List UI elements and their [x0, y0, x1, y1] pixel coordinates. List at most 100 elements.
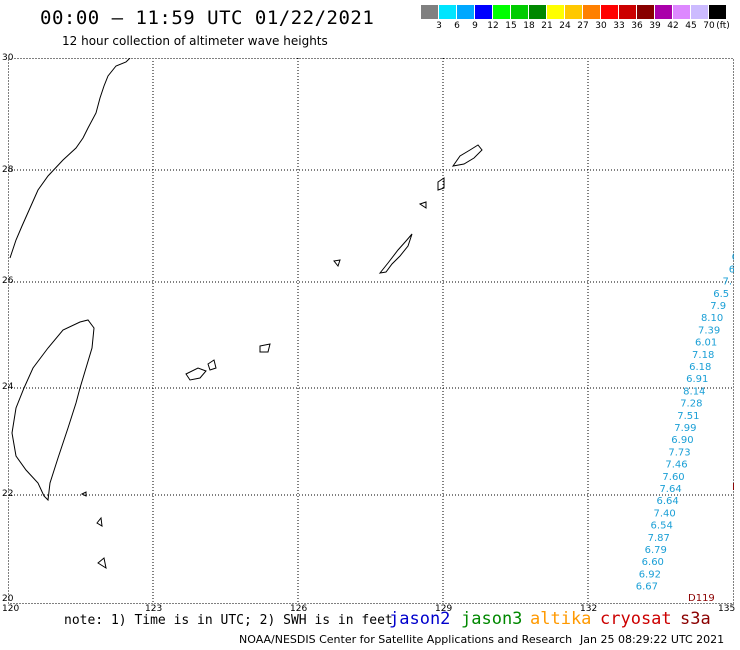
lat-label: 20	[2, 594, 14, 604]
scale-swatch	[583, 5, 601, 19]
scale-swatch	[655, 5, 673, 19]
wave-height-value: 7.	[723, 277, 733, 288]
lat-label: 30	[2, 53, 14, 63]
small-island-1	[97, 557, 107, 570]
legend-cryosat: cryosat	[600, 609, 672, 629]
scale-swatch	[421, 5, 439, 19]
scale-swatch	[565, 5, 583, 19]
scale-swatch	[673, 5, 691, 19]
amami-island	[451, 144, 483, 167]
scale-swatch	[637, 5, 655, 19]
scale-tick-label: 15	[505, 21, 517, 31]
legend-jason2: jason2	[389, 609, 451, 629]
small-island-2	[96, 516, 103, 527]
lon-label: 135	[718, 604, 736, 614]
miyako-island	[259, 343, 271, 353]
small-island-5	[80, 491, 87, 497]
wave-height-value: 7.46	[665, 460, 687, 471]
scale-tick-label: 6	[454, 21, 460, 31]
lat-label: 24	[2, 382, 14, 392]
scale-tick-label: 9	[472, 21, 478, 31]
map-subtitle: 12 hour collection of altimeter wave hei…	[62, 34, 328, 48]
wave-height-value: 7.39	[698, 325, 720, 336]
wave-height-value: 6	[732, 252, 734, 263]
altimeter-track: 6667.6.57.98.107.396.017.186.186.918.147…	[636, 252, 734, 604]
note-text: note: 1) Time is in UTC; 2) SWH is in fe…	[64, 613, 393, 628]
map-frame	[8, 58, 734, 604]
lon-label: 123	[145, 604, 163, 614]
wave-height-value: 8.10	[701, 313, 723, 324]
scale-swatch	[547, 5, 565, 19]
lat-label: 28	[2, 165, 14, 175]
scale-tick-label: 42	[667, 21, 679, 31]
taiwan-coast	[11, 319, 95, 502]
wave-height-value: 7.60	[662, 472, 684, 483]
wave-height-value: 6.91	[686, 374, 708, 385]
wave-height-value: 6	[729, 264, 734, 275]
scale-tick-label: 27	[577, 21, 589, 31]
color-scale-bar	[421, 5, 728, 19]
china-coast	[9, 58, 131, 259]
scale-unit-label: (ft)	[716, 21, 730, 31]
wave-height-value: 6.60	[642, 557, 664, 568]
wave-height-value: 6.01	[695, 338, 717, 349]
ryukyu-okinawa	[378, 233, 413, 274]
wave-height-value: 6.18	[689, 362, 711, 373]
pass-label: D11	[732, 482, 734, 493]
small-island-4	[333, 259, 341, 268]
scale-swatch	[511, 5, 529, 19]
coastlines	[9, 58, 483, 570]
wave-height-value: 7.73	[668, 447, 690, 458]
scale-tick-label: 70	[703, 21, 715, 31]
legend-jason3: jason3	[461, 609, 523, 629]
wave-height-value: 7.18	[692, 350, 714, 361]
scale-swatch	[529, 5, 547, 19]
wave-height-value: 7.99	[674, 423, 696, 434]
wave-height-value: 6.92	[639, 569, 661, 580]
scale-tick-label: 30	[595, 21, 607, 31]
credit-timestamp: Jan 25 08:29:22 UTC 2021	[580, 633, 725, 646]
scale-tick-label: 33	[613, 21, 625, 31]
wave-height-value: 6.64	[656, 496, 678, 507]
map-title: 00:00 – 11:59 UTC 01/22/2021	[40, 7, 375, 29]
scale-swatch	[601, 5, 619, 19]
scale-swatch	[475, 5, 493, 19]
scale-tick-label: 45	[685, 21, 697, 31]
scale-tick-label: 36	[631, 21, 643, 31]
scale-swatch	[691, 5, 709, 19]
wave-height-value: 7.64	[659, 484, 681, 495]
lon-label: 126	[290, 604, 308, 614]
scale-swatch	[439, 5, 457, 19]
legend-altika: altika	[530, 609, 592, 629]
scale-swatch	[457, 5, 475, 19]
scale-swatch	[493, 5, 511, 19]
scale-tick-label: 12	[487, 21, 499, 31]
wave-height-value: 6.54	[651, 521, 673, 532]
wave-height-value: 7.87	[648, 533, 670, 544]
scale-tick-label: 18	[523, 21, 535, 31]
lon-label: 132	[580, 604, 598, 614]
wave-height-value: 7.51	[677, 411, 699, 422]
wave-height-value: 6.67	[636, 582, 658, 593]
lon-label: 129	[435, 604, 453, 614]
scale-swatch	[619, 5, 637, 19]
gridlines	[8, 58, 734, 604]
wave-height-value: 6.5	[713, 289, 729, 300]
lat-label: 26	[2, 276, 14, 286]
wave-height-value: 8.14	[683, 386, 705, 397]
scale-tick-label: 39	[649, 21, 661, 31]
wave-height-value: 6.90	[671, 435, 693, 446]
legend-s3a: s3a	[680, 609, 711, 629]
lat-label: 22	[2, 489, 14, 499]
map-area: 6667.6.57.98.107.396.017.186.186.918.147…	[8, 58, 734, 604]
wave-height-value: 7.9	[710, 301, 726, 312]
lon-label: 120	[2, 604, 20, 614]
scale-tick-label: 24	[559, 21, 571, 31]
scale-swatch	[709, 5, 727, 19]
wave-height-value: 6.79	[645, 545, 667, 556]
yonaguni-island	[207, 359, 217, 371]
pass-label: D119	[688, 593, 715, 604]
ishigaki-island	[185, 367, 207, 381]
color-scale-labels: 3 6 9 12 15 18 21 24 27 30 33 36 39 42 45 70 (ft)	[421, 21, 731, 33]
wave-height-value: 7.40	[654, 508, 676, 519]
